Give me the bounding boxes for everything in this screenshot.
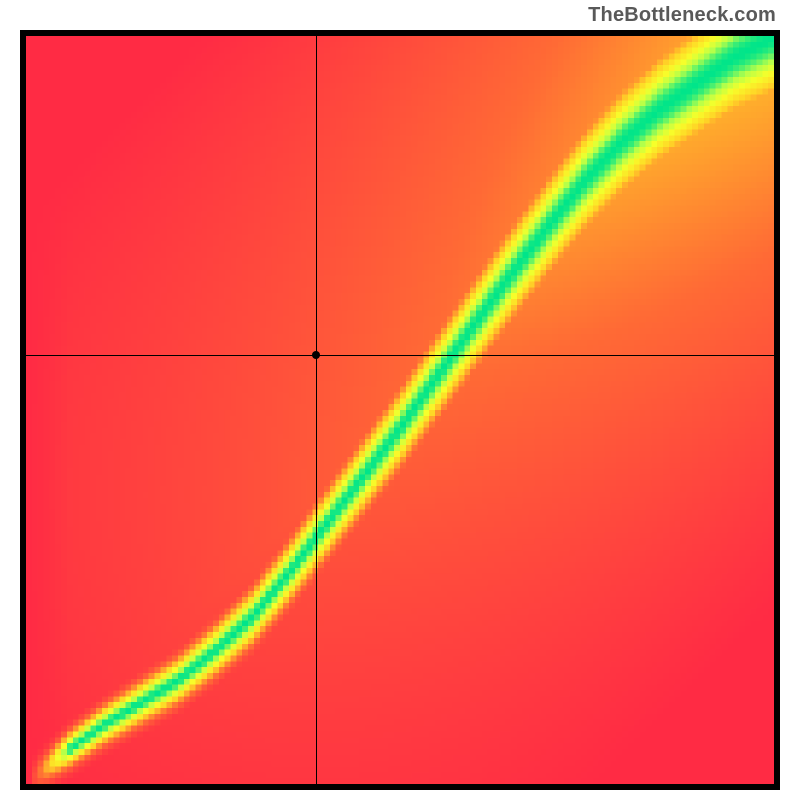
- page-wrapper: TheBottleneck.com: [0, 0, 800, 800]
- crosshair-point: [312, 351, 320, 359]
- crosshair-vertical: [316, 36, 317, 784]
- bottleneck-heatmap: [26, 36, 774, 784]
- plot-frame: [20, 30, 780, 790]
- attribution-text: TheBottleneck.com: [588, 4, 776, 27]
- crosshair-horizontal: [26, 355, 774, 356]
